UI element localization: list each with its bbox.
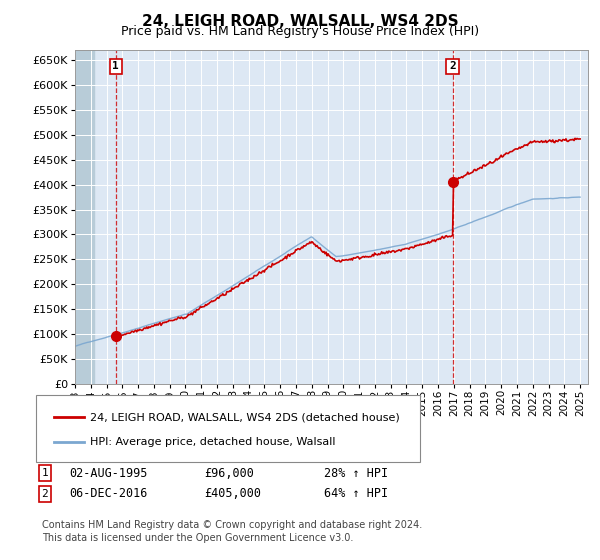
Text: 28% ↑ HPI: 28% ↑ HPI <box>324 466 388 480</box>
Text: 24, LEIGH ROAD, WALSALL, WS4 2DS (detached house): 24, LEIGH ROAD, WALSALL, WS4 2DS (detach… <box>90 412 400 422</box>
Text: 1: 1 <box>41 468 49 478</box>
Text: £96,000: £96,000 <box>204 466 254 480</box>
Text: This data is licensed under the Open Government Licence v3.0.: This data is licensed under the Open Gov… <box>42 533 353 543</box>
Text: 06-DEC-2016: 06-DEC-2016 <box>69 487 148 501</box>
Bar <box>75 50 95 384</box>
Text: 64% ↑ HPI: 64% ↑ HPI <box>324 487 388 501</box>
Text: 2: 2 <box>41 489 49 499</box>
Text: £405,000: £405,000 <box>204 487 261 501</box>
Text: 24, LEIGH ROAD, WALSALL, WS4 2DS: 24, LEIGH ROAD, WALSALL, WS4 2DS <box>142 14 458 29</box>
Text: 2: 2 <box>449 61 456 71</box>
Text: Price paid vs. HM Land Registry's House Price Index (HPI): Price paid vs. HM Land Registry's House … <box>121 25 479 38</box>
Text: HPI: Average price, detached house, Walsall: HPI: Average price, detached house, Wals… <box>90 437 335 447</box>
Text: 1: 1 <box>112 61 119 71</box>
Text: 02-AUG-1995: 02-AUG-1995 <box>69 466 148 480</box>
Text: Contains HM Land Registry data © Crown copyright and database right 2024.: Contains HM Land Registry data © Crown c… <box>42 520 422 530</box>
